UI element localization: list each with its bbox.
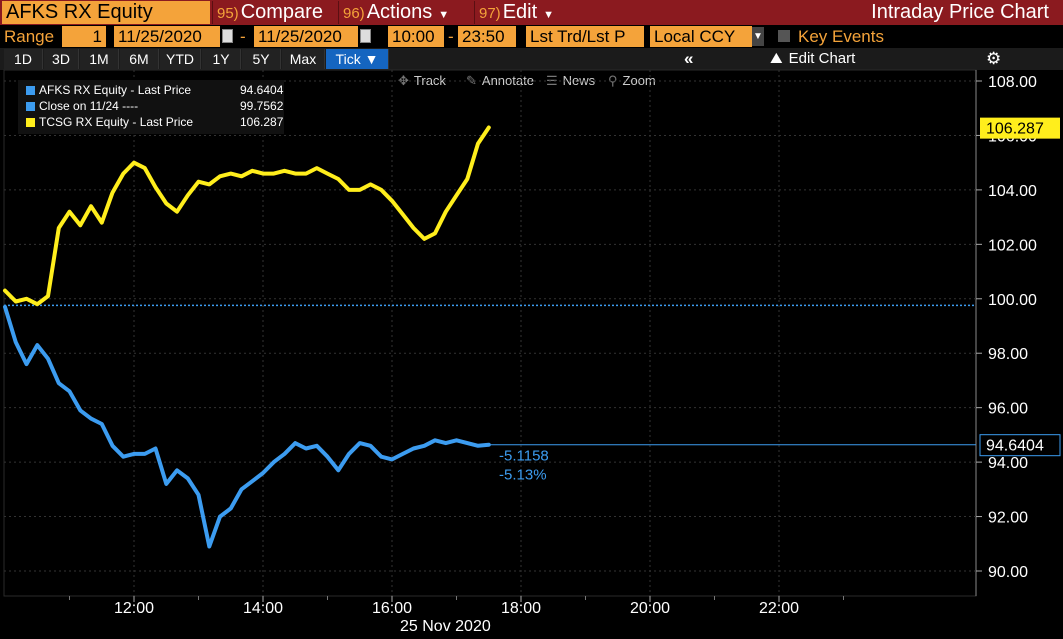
period-button-ytd[interactable]: YTD <box>160 49 201 69</box>
edit-menu-number: 97) <box>479 5 501 22</box>
double-chevron-left-icon[interactable]: « <box>684 49 694 68</box>
legend-label: TCSG RX Equity - Last Price <box>39 115 194 129</box>
chevron-down-icon: ▼ <box>438 9 450 21</box>
crosshair-icon: ✥ <box>398 73 409 88</box>
actions-menu-number: 96) <box>343 5 365 22</box>
actions-menu[interactable]: 96) Actions ▼ <box>338 1 472 24</box>
tcsg-price-line <box>3 125 491 307</box>
legend-row-close[interactable]: Close on 11/24 ---- 99.7562 <box>26 98 283 114</box>
period-button-1d[interactable]: 1D <box>4 49 43 69</box>
legend-swatch <box>26 86 35 95</box>
start-date-input[interactable]: 11/25/2020 <box>114 26 220 47</box>
range-separator: - <box>240 27 246 46</box>
edit-menu-label: Edit <box>502 1 538 23</box>
gear-icon[interactable]: ⚙ <box>986 49 1002 68</box>
y-tick-label: 96.00 <box>988 401 1028 418</box>
chart-legend: AFKS RX Equity - Last Price 94.6404 Clos… <box>18 80 284 134</box>
legend-value: 99.7562 <box>240 99 284 113</box>
legend-row-afks[interactable]: AFKS RX Equity - Last Price 94.6404 <box>26 82 283 98</box>
time-separator: - <box>448 27 454 46</box>
period-button-1m[interactable]: 1M <box>80 49 119 69</box>
edit-chart-label: Edit Chart <box>788 50 856 67</box>
compare-menu-number: 95) <box>217 5 239 22</box>
start-time-input[interactable]: 10:00 <box>388 26 444 47</box>
period-button-tick[interactable]: Tick ▼ <box>326 49 389 69</box>
x-tick-label: 14:00 <box>243 600 283 617</box>
chevron-down-icon: ▼ <box>543 9 555 21</box>
pencil-icon: ✎ <box>466 73 477 88</box>
x-axis-date-label: 25 Nov 2020 <box>400 618 491 635</box>
afks-last-badge-border <box>979 434 1061 457</box>
period-button-max[interactable]: Max <box>282 49 325 69</box>
plot-frame <box>3 69 977 597</box>
afks-change-abs: -5.1158 <box>499 448 549 465</box>
y-tick-label: 102.00 <box>988 237 1037 254</box>
chart-edit-icon: ⛰ <box>770 50 783 67</box>
period-button-1y[interactable]: 1Y <box>202 49 241 69</box>
compare-menu[interactable]: 95) Compare <box>212 1 336 24</box>
y-tick-label: 98.00 <box>988 346 1028 363</box>
security-ticker-field[interactable]: AFKS RX Equity <box>2 1 210 24</box>
legend-row-tcsg[interactable]: TCSG RX Equity - Last Price 106.287 <box>26 114 283 130</box>
news-tool[interactable]: ☰ News <box>546 72 595 90</box>
price-field-select[interactable]: Lst Trd/Lst P <box>526 26 644 47</box>
calendar-icon[interactable] <box>360 29 371 43</box>
y-tick-label: 92.00 <box>988 510 1028 527</box>
end-time-input[interactable]: 23:50 <box>458 26 516 47</box>
news-label: News <box>562 73 596 88</box>
top-menu-bar: AFKS RX Equity 95) Compare 96) Actions ▼ 97… <box>0 0 1063 25</box>
calendar-icon[interactable] <box>222 29 233 43</box>
legend-value: 106.287 <box>240 115 284 129</box>
x-tick-label: 22:00 <box>759 600 799 617</box>
afks-change-pct: -5.13% <box>499 467 547 484</box>
y-tick-label: 94.00 <box>988 455 1028 472</box>
y-tick-label: 108.00 <box>988 74 1037 91</box>
y-tick-label: 90.00 <box>988 564 1028 581</box>
app-title: Intraday Price Chart <box>871 1 1049 23</box>
y-tick-label: 100.00 <box>988 292 1037 309</box>
legend-swatch <box>26 118 35 127</box>
legend-label: Close on 11/24 ---- <box>39 99 139 113</box>
x-tick-label: 20:00 <box>630 600 670 617</box>
period-button-3d[interactable]: 3D <box>44 49 79 69</box>
news-icon: ☰ <box>546 73 558 88</box>
range-count-input[interactable]: 1 <box>62 26 106 47</box>
legend-value: 94.6404 <box>240 83 284 97</box>
key-events-label: Key Events <box>798 27 884 46</box>
x-tick-label: 18:00 <box>501 600 541 617</box>
x-tick-label: 16:00 <box>372 600 412 617</box>
range-bar: Range 1 11/25/2020 - 11/25/2020 10:00 - … <box>0 26 1063 48</box>
tcsg-last-badge-text: 106.287 <box>986 121 1044 138</box>
period-button-5y[interactable]: 5Y <box>242 49 281 69</box>
x-tick-label: 12:00 <box>114 600 154 617</box>
key-events-checkbox[interactable] <box>778 30 790 42</box>
end-date-input[interactable]: 11/25/2020 <box>254 26 358 47</box>
chevron-down-icon[interactable]: ▼ <box>752 27 764 46</box>
period-bar: 1D 3D 1M 6M YTD 1Y 5Y Max Tick ▼ « ⛰ Edit Chart ⚙ <box>0 48 1063 70</box>
legend-label: AFKS RX Equity - Last Price <box>39 83 192 97</box>
legend-swatch <box>26 102 35 111</box>
y-tick-label: 104.00 <box>988 183 1037 200</box>
actions-menu-label: Actions <box>366 1 433 23</box>
magnifier-icon: ⚲ <box>608 73 618 88</box>
afks-price-line <box>3 304 491 549</box>
edit-chart-button[interactable]: ⛰ Edit Chart <box>770 49 855 69</box>
afks-last-badge-bg <box>980 434 1060 456</box>
period-button-6m[interactable]: 6M <box>120 49 159 69</box>
range-label: Range <box>4 27 55 46</box>
compare-menu-label: Compare <box>240 1 323 23</box>
afks-last-badge-text: 94.6404 <box>986 438 1044 455</box>
currency-select[interactable]: Local CCY <box>650 26 752 47</box>
edit-menu[interactable]: 97) Edit ▼ <box>474 1 570 24</box>
tcsg-last-badge-bg <box>980 117 1060 139</box>
